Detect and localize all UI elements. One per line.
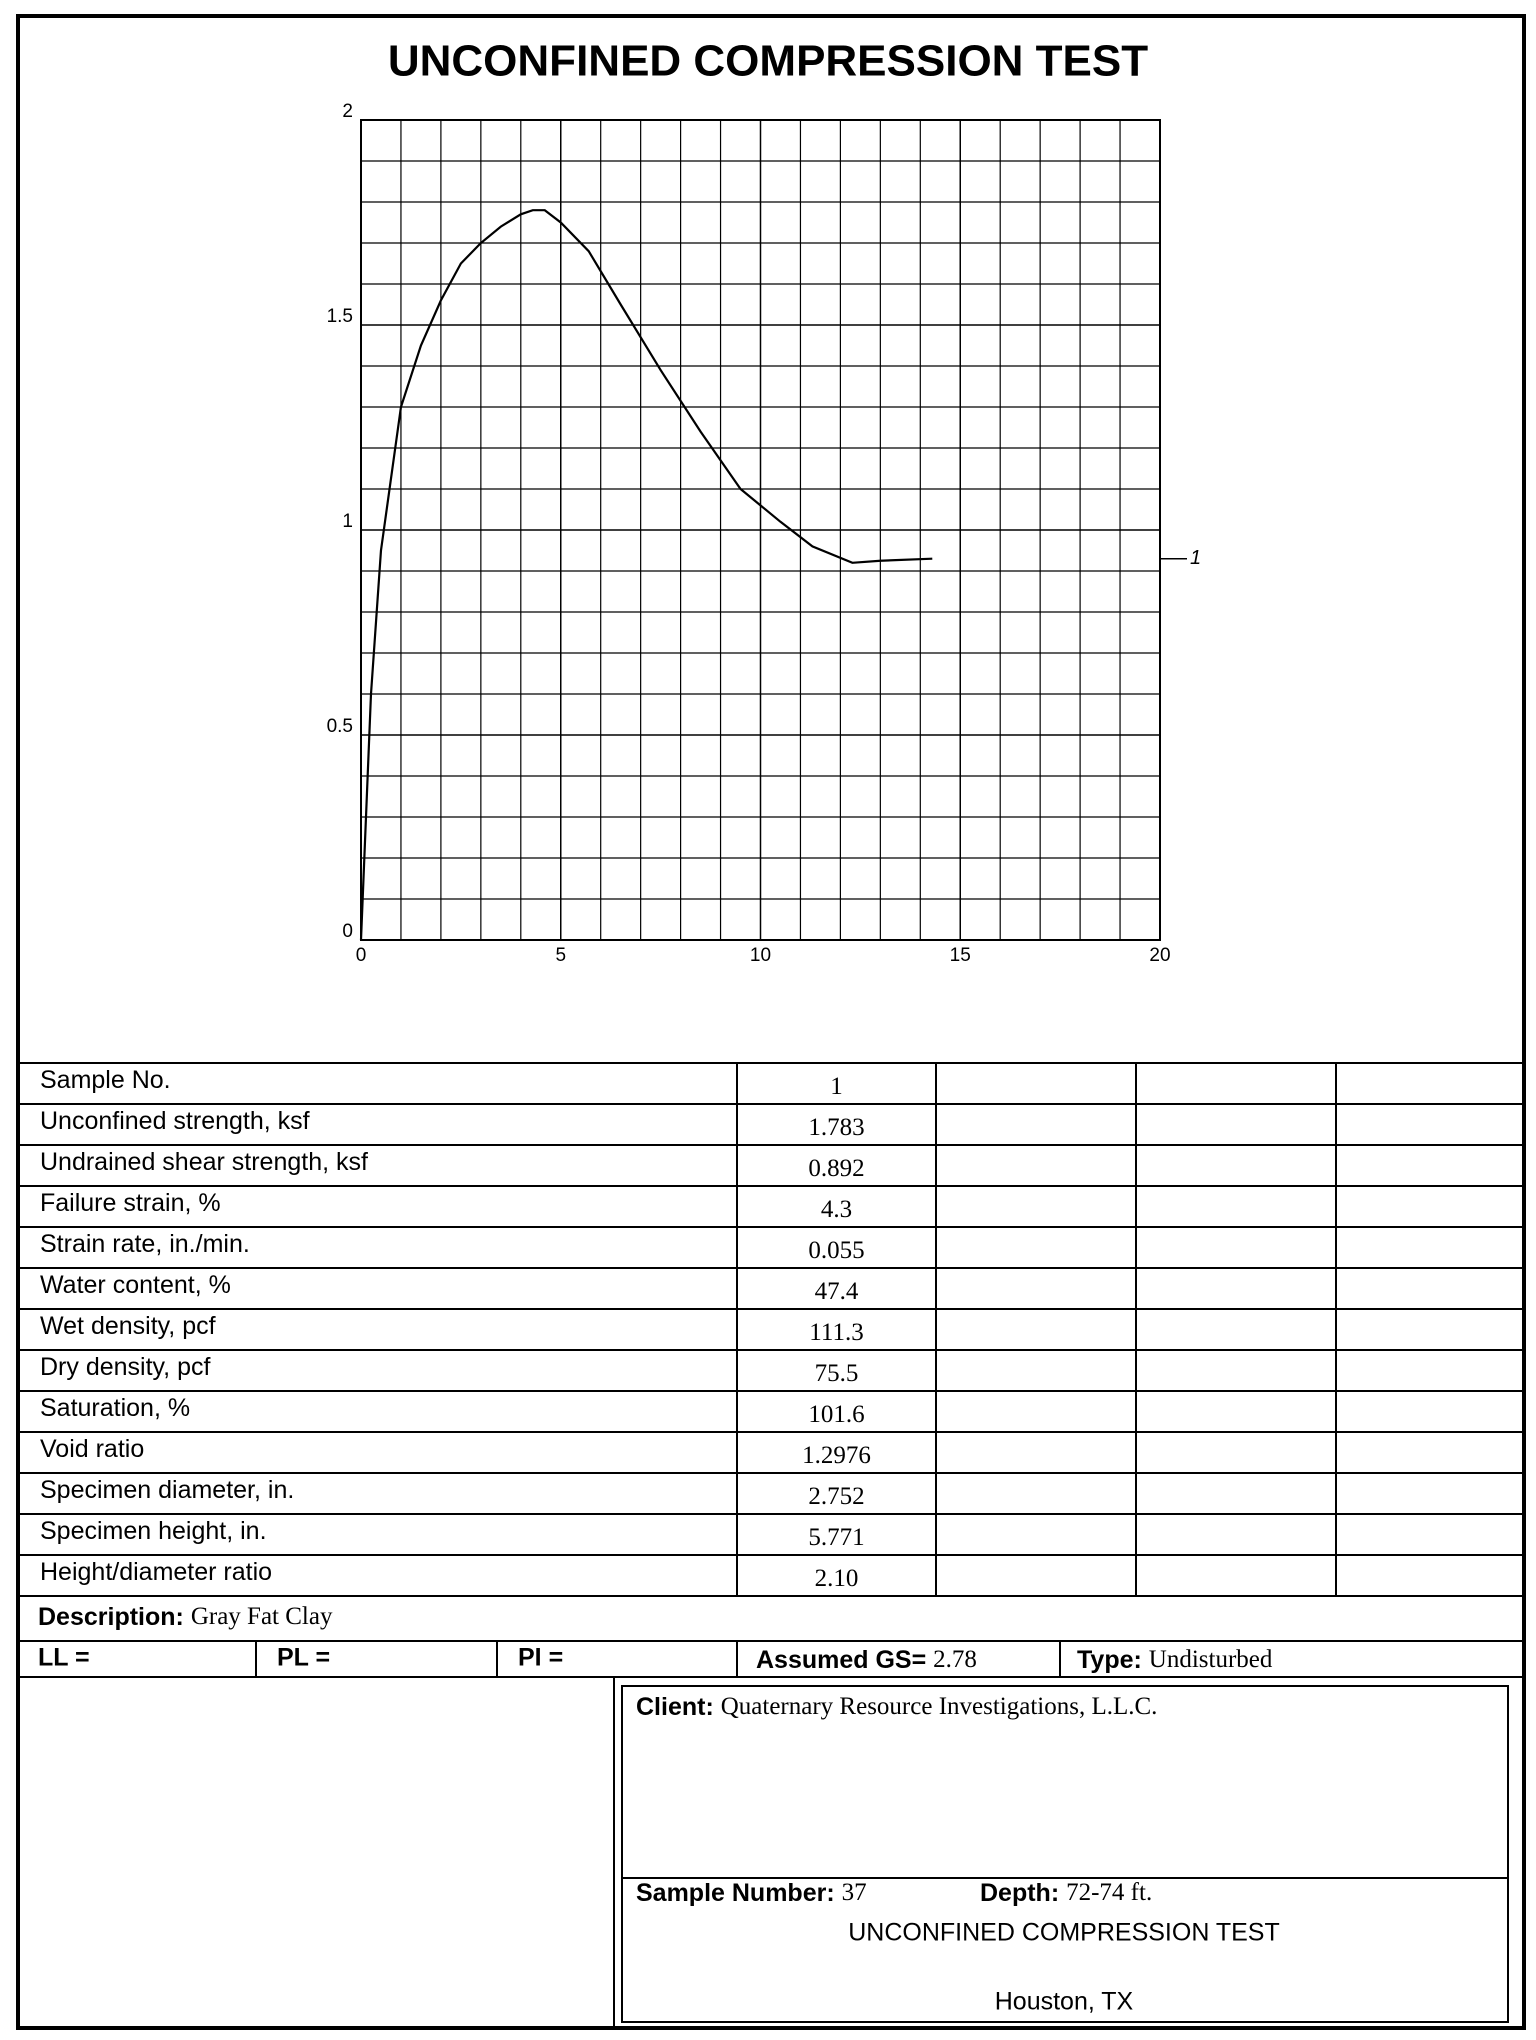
page-title: UNCONFINED COMPRESSION TEST xyxy=(388,37,1148,86)
gs: Assumed GS= 2.78 xyxy=(756,1646,977,1674)
footer-location: Houston, TX xyxy=(995,1988,1134,2016)
client-box xyxy=(621,1685,1509,2023)
plot-border xyxy=(360,119,1161,941)
description-value: Gray Fat Clay xyxy=(191,1603,333,1630)
sample-number-value: 37 xyxy=(842,1879,867,1906)
client-value: Quaternary Resource Investigations, L.L.… xyxy=(721,1693,1158,1720)
property-value: 1.783 xyxy=(808,1114,864,1141)
x-tick-label: 5 xyxy=(555,945,566,966)
property-label: Unconfined strength, ksf xyxy=(40,1107,310,1135)
property-label: Saturation, % xyxy=(40,1394,190,1422)
series-label: 1 xyxy=(1190,547,1201,569)
x-tick-label: 15 xyxy=(950,945,971,966)
property-value: 0.892 xyxy=(808,1155,864,1182)
property-label: Sample No. xyxy=(40,1066,171,1094)
property-label: Height/diameter ratio xyxy=(40,1558,272,1586)
x-tick-label: 20 xyxy=(1149,945,1170,966)
gs-label: Assumed GS= xyxy=(756,1646,926,1674)
property-label: Wet density, pcf xyxy=(40,1312,216,1340)
page-border xyxy=(16,14,1526,2030)
y-tick-label: 2 xyxy=(342,101,353,122)
description: Description: Gray Fat Clay xyxy=(38,1603,333,1631)
property-value: 2.752 xyxy=(808,1483,864,1510)
property-value: 2.10 xyxy=(815,1565,859,1592)
property-label: Undrained shear strength, ksf xyxy=(40,1148,368,1176)
pl: PL = xyxy=(277,1644,330,1672)
y-tick-label: 0.5 xyxy=(327,716,353,737)
client-label: Client: xyxy=(636,1693,714,1721)
property-value: 0.055 xyxy=(808,1237,864,1264)
property-value: 101.6 xyxy=(808,1401,864,1428)
property-label: Failure strain, % xyxy=(40,1189,221,1217)
property-label: Specimen height, in. xyxy=(40,1517,267,1545)
description-label: Description: xyxy=(38,1603,184,1631)
ll: LL = xyxy=(38,1644,90,1672)
property-value: 1 xyxy=(830,1073,843,1100)
property-value: 47.4 xyxy=(815,1278,859,1305)
series-line xyxy=(359,209,933,941)
client: Client: Quaternary Resource Investigatio… xyxy=(636,1693,1157,1721)
sample-number-label: Sample Number: xyxy=(636,1879,835,1907)
property-value: 75.5 xyxy=(815,1360,859,1387)
property-value: 4.3 xyxy=(821,1196,852,1223)
gs-value: 2.78 xyxy=(933,1646,977,1673)
property-label: Strain rate, in./min. xyxy=(40,1230,250,1258)
footer-title: UNCONFINED COMPRESSION TEST xyxy=(848,1919,1280,1947)
x-tick-label: 0 xyxy=(356,945,367,966)
type: Type: Undisturbed xyxy=(1077,1646,1273,1674)
property-label: Void ratio xyxy=(40,1435,144,1463)
type-value: Undisturbed xyxy=(1149,1646,1273,1673)
depth: Depth: 72-74 ft. xyxy=(980,1879,1152,1907)
property-table: Sample No. 1 Unconfined strength, ksf 1.783… xyxy=(18,1062,1524,1597)
property-value: 5.771 xyxy=(808,1524,864,1551)
pi: PI = xyxy=(518,1644,563,1672)
chart: 0 5 10 15 20 0 0.5 1 1.5 2 1 xyxy=(327,101,1202,966)
property-label: Specimen diameter, in. xyxy=(40,1476,294,1504)
property-value: 111.3 xyxy=(809,1319,863,1346)
x-tick-label: 10 xyxy=(750,945,771,966)
property-label: Dry density, pcf xyxy=(40,1353,210,1381)
depth-label: Depth: xyxy=(980,1879,1059,1907)
type-label: Type: xyxy=(1077,1646,1142,1674)
y-tick-label: 1.5 xyxy=(327,306,353,327)
y-tick-label: 0 xyxy=(342,921,353,942)
sample-number: Sample Number: 37 xyxy=(636,1879,867,1907)
property-label: Water content, % xyxy=(40,1271,231,1299)
y-tick-label: 1 xyxy=(342,511,353,532)
depth-value: 72-74 ft. xyxy=(1066,1879,1152,1906)
property-value: 1.2976 xyxy=(802,1442,871,1469)
